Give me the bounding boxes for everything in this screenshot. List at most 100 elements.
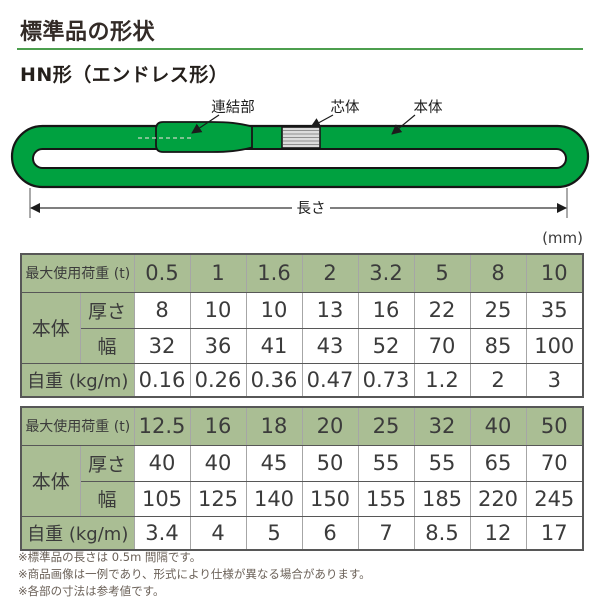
thickness-row-header: 厚さ xyxy=(79,444,135,482)
weight-row-header: 自重 (kg/m) xyxy=(20,515,135,551)
table-cell: 1.2 xyxy=(413,362,471,398)
connector-section xyxy=(155,121,253,153)
body-row-header: 本体 xyxy=(20,444,81,517)
table-cell: 105 xyxy=(133,480,191,517)
footnote: ※標準品の長さは 0.5m 間隔です。 xyxy=(18,550,202,564)
table-cell: 7 xyxy=(357,515,415,551)
footnote: ※各部の寸法は参考値です。 xyxy=(18,584,165,598)
core-arrow xyxy=(310,114,334,128)
length-label: 長さ xyxy=(297,200,326,217)
table-cell: 3.2 xyxy=(357,253,415,293)
table-cell: 41 xyxy=(245,327,303,364)
table-cell: 3 xyxy=(525,362,584,398)
table-cell: 12 xyxy=(469,515,527,551)
table-cell: 85 xyxy=(469,327,527,364)
table-cell: 55 xyxy=(357,444,415,482)
page-title: 標準品の形状 xyxy=(20,20,156,45)
table-cell: 100 xyxy=(525,327,584,364)
table-cell: 22 xyxy=(413,291,471,329)
body-row-header: 本体 xyxy=(20,291,81,364)
core-label: 芯体 xyxy=(331,99,360,116)
table-cell: 25 xyxy=(469,291,527,329)
table-cell: 25 xyxy=(357,406,415,446)
width-row-header: 幅 xyxy=(79,327,135,364)
table-cell: 1 xyxy=(189,253,247,293)
sling-inner-hole xyxy=(32,148,567,169)
table-cell: 185 xyxy=(413,480,471,517)
table-cell: 16 xyxy=(189,406,247,446)
table-cell: 32 xyxy=(133,327,191,364)
table-cell: 8.5 xyxy=(413,515,471,551)
table-cell: 8 xyxy=(133,291,191,329)
table-cell: 55 xyxy=(413,444,471,482)
table-cell: 20 xyxy=(301,406,359,446)
table-row: 本体 厚さ 8 10 10 13 16 22 25 35 xyxy=(20,291,584,364)
table-cell: 4 xyxy=(189,515,247,551)
core-hatch xyxy=(281,126,321,149)
sling-diagram: 連結部 芯体 本体 長さ xyxy=(10,99,590,218)
max-load-header: 最大使用荷重 (t) xyxy=(20,253,135,293)
table-cell: 12.5 xyxy=(133,406,191,446)
table-cell: 10 xyxy=(525,253,584,293)
weight-row-header: 自重 (kg/m) xyxy=(20,362,135,398)
table-cell: 2 xyxy=(469,362,527,398)
spec-table-large-sizes: 最大使用荷重 (t) 12.5 16 18 20 25 32 40 50 本体 … xyxy=(20,406,584,551)
table-cell: 1.6 xyxy=(245,253,303,293)
table-cell: 10 xyxy=(189,291,247,329)
table-cell: 245 xyxy=(525,480,584,517)
connector-label: 連結部 xyxy=(211,99,255,116)
table-cell: 65 xyxy=(469,444,527,482)
table-cell: 40 xyxy=(133,444,191,482)
table-cell: 125 xyxy=(189,480,247,517)
section-title: HN形（エンドレス形） xyxy=(20,64,229,86)
table-cell: 45 xyxy=(245,444,303,482)
table-row: 幅 105 125 140 150 155 185 220 245 xyxy=(21,480,584,517)
connector-arrow xyxy=(191,114,220,134)
max-load-header: 最大使用荷重 (t) xyxy=(20,406,135,446)
table-cell: 13 xyxy=(301,291,359,329)
footnotes: ※標準品の長さは 0.5m 間隔です。 ※商品画像は一例であり、形式により仕様が… xyxy=(18,549,371,600)
table-cell: 16 xyxy=(357,291,415,329)
table-cell: 6 xyxy=(301,515,359,551)
table-cell: 155 xyxy=(357,480,415,517)
table-cell: 220 xyxy=(469,480,527,517)
table-row: 自重 (kg/m) 0.16 0.26 0.36 0.47 0.73 1.2 2… xyxy=(20,362,584,398)
table-row: 幅 32 36 41 43 52 70 85 100 xyxy=(21,327,584,364)
table-row: 本体 厚さ 40 40 45 50 55 55 65 70 xyxy=(20,444,584,517)
table-cell: 50 xyxy=(525,406,584,446)
width-row-header: 幅 xyxy=(79,480,135,517)
body-arrow xyxy=(391,114,416,135)
table-cell: 2 xyxy=(301,253,359,293)
table-row: 最大使用荷重 (t) 12.5 16 18 20 25 32 40 50 xyxy=(20,406,584,446)
table-cell: 10 xyxy=(245,291,303,329)
table-cell: 5 xyxy=(413,253,471,293)
table-cell: 70 xyxy=(525,444,584,482)
table-cell: 40 xyxy=(469,406,527,446)
table-cell: 50 xyxy=(301,444,359,482)
table-cell: 0.5 xyxy=(133,253,191,293)
unit-label: (mm) xyxy=(542,229,583,247)
table-cell: 18 xyxy=(245,406,303,446)
spec-table-small-sizes: 最大使用荷重 (t) 0.5 1 1.6 2 3.2 5 8 10 本体 厚さ … xyxy=(20,253,584,398)
table-cell: 32 xyxy=(413,406,471,446)
table-cell: 17 xyxy=(525,515,584,551)
table-cell: 36 xyxy=(189,327,247,364)
table-cell: 0.47 xyxy=(301,362,359,398)
table-cell: 0.26 xyxy=(189,362,247,398)
table-cell: 0.73 xyxy=(357,362,415,398)
table-cell: 3.4 xyxy=(133,515,191,551)
footnote: ※商品画像は一例であり、形式により仕様が異なる場合があります。 xyxy=(18,567,371,581)
table-cell: 140 xyxy=(245,480,303,517)
table-cell: 52 xyxy=(357,327,415,364)
table-cell: 5 xyxy=(245,515,303,551)
table-cell: 43 xyxy=(301,327,359,364)
table-cell: 40 xyxy=(189,444,247,482)
table-cell: 0.16 xyxy=(133,362,191,398)
table-row: 自重 (kg/m) 3.4 4 5 6 7 8.5 12 17 xyxy=(20,515,584,551)
table-cell: 70 xyxy=(413,327,471,364)
body-label: 本体 xyxy=(414,99,443,116)
title-underline xyxy=(17,48,583,50)
table-cell: 8 xyxy=(469,253,527,293)
table-cell: 150 xyxy=(301,480,359,517)
